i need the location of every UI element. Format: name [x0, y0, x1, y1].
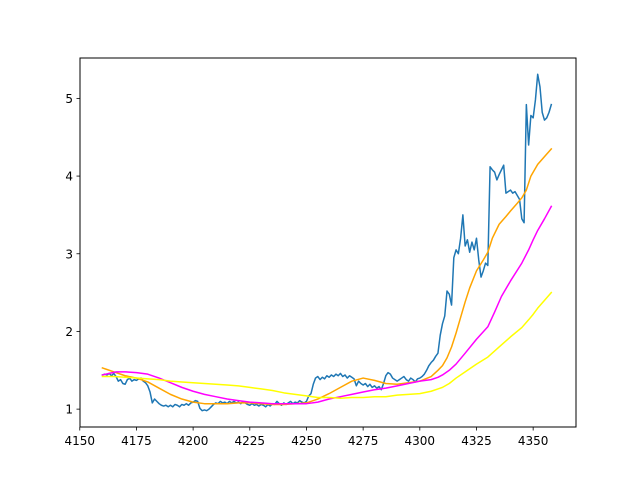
x-tick-label: 4275 [348, 434, 379, 448]
x-tick-label: 4350 [518, 434, 549, 448]
x-tick-label: 4300 [405, 434, 436, 448]
x-tick-label: 4150 [64, 434, 95, 448]
y-tick-label: 5 [65, 92, 73, 106]
x-tick-label: 4325 [461, 434, 492, 448]
series-line-1 [101, 73, 553, 412]
y-tick-label: 1 [65, 403, 73, 417]
y-tick-label: 2 [65, 325, 73, 339]
x-axis: 4150 4175 4200 4225 4250 4275 4300 4325 4350 [64, 427, 548, 448]
plot-area [79, 57, 577, 428]
series-line-2 [101, 147, 553, 406]
series-layer [101, 73, 553, 412]
series-line-3 [101, 205, 553, 405]
y-tick-label: 3 [65, 247, 73, 261]
x-tick-label: 4225 [235, 434, 266, 448]
x-tick-label: 4250 [291, 434, 322, 448]
y-axis: 1 2 3 4 5 [65, 92, 80, 417]
y-tick-label: 4 [65, 170, 73, 184]
x-tick-label: 4175 [121, 434, 152, 448]
series-line-4 [101, 291, 553, 400]
axes-frame [79, 57, 577, 428]
x-tick-label: 4200 [178, 434, 209, 448]
